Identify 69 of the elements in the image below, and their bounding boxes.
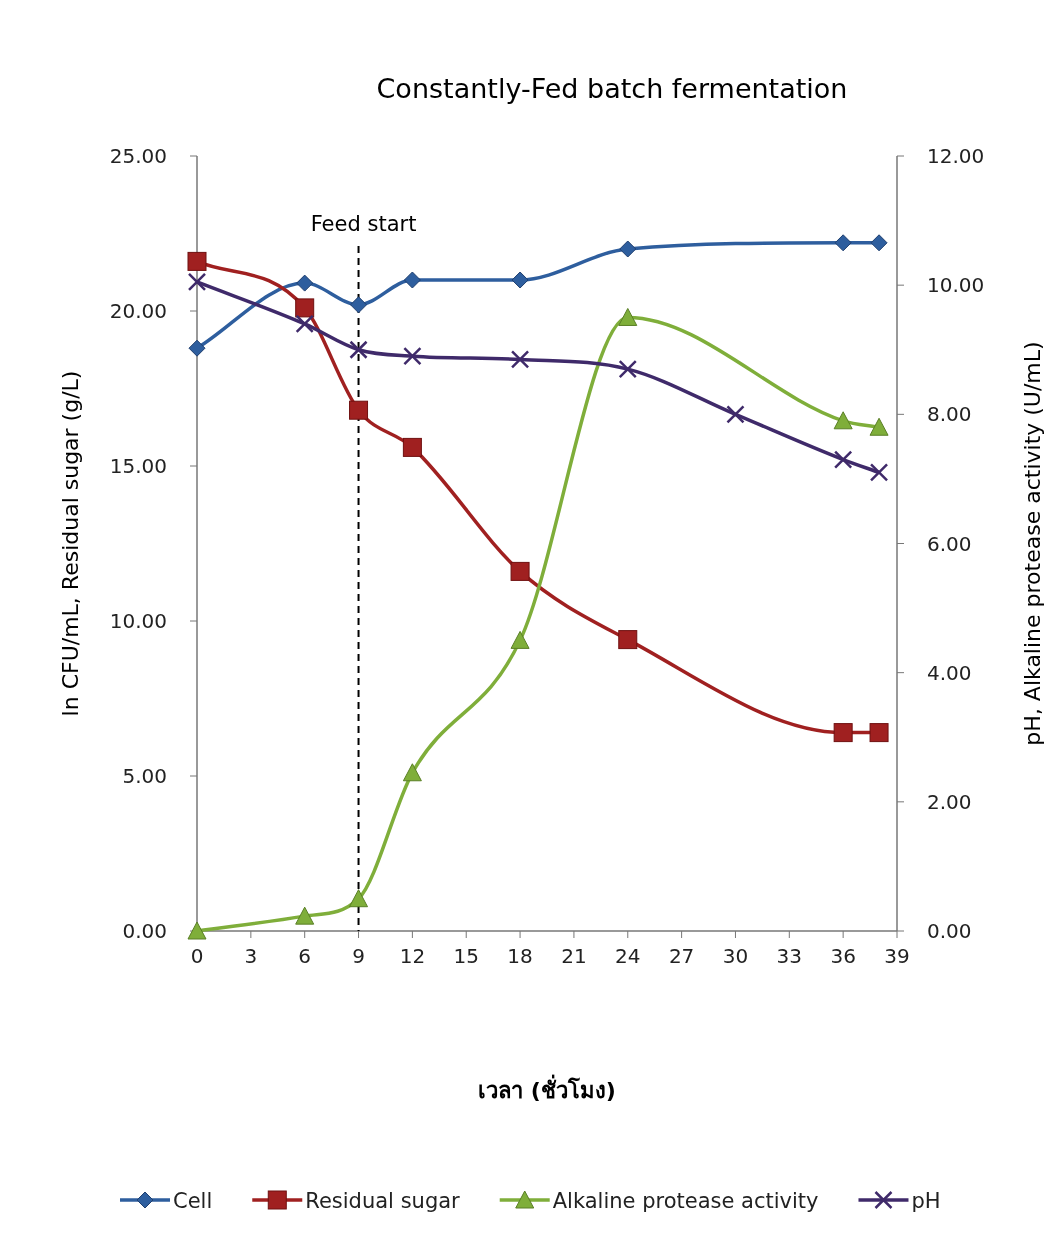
- point: [833, 450, 853, 469]
- y-tick-label: 10.00: [109, 609, 167, 633]
- y2-tick-label: 10.00: [927, 273, 985, 298]
- point: [295, 906, 315, 925]
- point: [833, 411, 853, 430]
- point: [870, 234, 888, 252]
- point: [187, 921, 207, 940]
- y-tick-label: 0.00: [122, 919, 167, 943]
- point: [726, 405, 745, 424]
- point: [618, 359, 638, 379]
- point: [869, 417, 889, 436]
- x-tick-label: 39: [884, 944, 910, 968]
- point: [869, 723, 889, 743]
- y-tick-label: 25.00: [109, 144, 167, 168]
- point: [834, 234, 852, 252]
- point: [349, 340, 368, 359]
- y-tick-label: 15.00: [109, 454, 167, 478]
- x-tick-label: 21: [561, 944, 587, 968]
- point: [295, 298, 315, 318]
- point: [403, 271, 421, 289]
- legend-label: Alkaline protease activity: [552, 1189, 819, 1213]
- y-tick-label: 5.00: [122, 764, 167, 788]
- point: [833, 723, 853, 743]
- legend-label: pH: [911, 1189, 941, 1213]
- x-tick-label: 3: [244, 944, 258, 968]
- x-tick-label: 0: [190, 944, 204, 968]
- x-tick-label: 33: [776, 944, 803, 968]
- x-tick-label: 12: [399, 944, 426, 968]
- x-tick-label: 24: [615, 944, 641, 968]
- point: [187, 251, 207, 271]
- point: [618, 307, 638, 326]
- y2-tick-label: 0.00: [927, 919, 972, 943]
- y2-tick-label: 4.00: [927, 660, 972, 685]
- point: [510, 350, 530, 369]
- y2-tick-label: 6.00: [927, 531, 972, 556]
- point: [350, 296, 368, 314]
- x-tick-label: 9: [352, 944, 365, 968]
- point: [349, 400, 369, 420]
- point: [619, 240, 637, 258]
- x-tick-label: 36: [830, 944, 856, 968]
- point: [187, 272, 207, 292]
- y-tick-label: 20.00: [109, 299, 167, 323]
- point: [188, 339, 206, 357]
- x-tick-label: 18: [507, 944, 533, 968]
- point: [511, 271, 529, 289]
- point: [402, 763, 422, 782]
- legend-label: Cell: [173, 1189, 213, 1213]
- y2-tick-label: 2.00: [927, 789, 972, 814]
- y2-tick-label: 12.00: [927, 144, 985, 168]
- x-tick-label: 27: [668, 944, 695, 968]
- x-tick-label: 15: [453, 944, 479, 968]
- point: [510, 630, 530, 649]
- legend-label: Residual sugar: [305, 1189, 461, 1213]
- chart-title: Constantly-Fed batch fermentation: [376, 73, 848, 104]
- point: [403, 346, 422, 366]
- point: [402, 437, 422, 457]
- point: [869, 463, 889, 482]
- y2-axis-title: pH, Alkaline protease activity (U/mL): [1020, 341, 1045, 746]
- x-tick-label: 6: [298, 944, 312, 968]
- y-axis-title: ln CFU/mL, Residual sugar (g/L): [58, 370, 83, 717]
- point: [618, 630, 638, 650]
- y2-tick-label: 8.00: [927, 402, 972, 427]
- point: [510, 561, 530, 581]
- point: [296, 274, 314, 292]
- x-axis-title: เวลา (ชั่วโมง): [478, 1074, 616, 1103]
- ref-line-label: Feed start: [310, 212, 417, 236]
- x-tick-label: 30: [722, 944, 749, 968]
- point: [349, 889, 369, 908]
- point: [295, 314, 314, 334]
